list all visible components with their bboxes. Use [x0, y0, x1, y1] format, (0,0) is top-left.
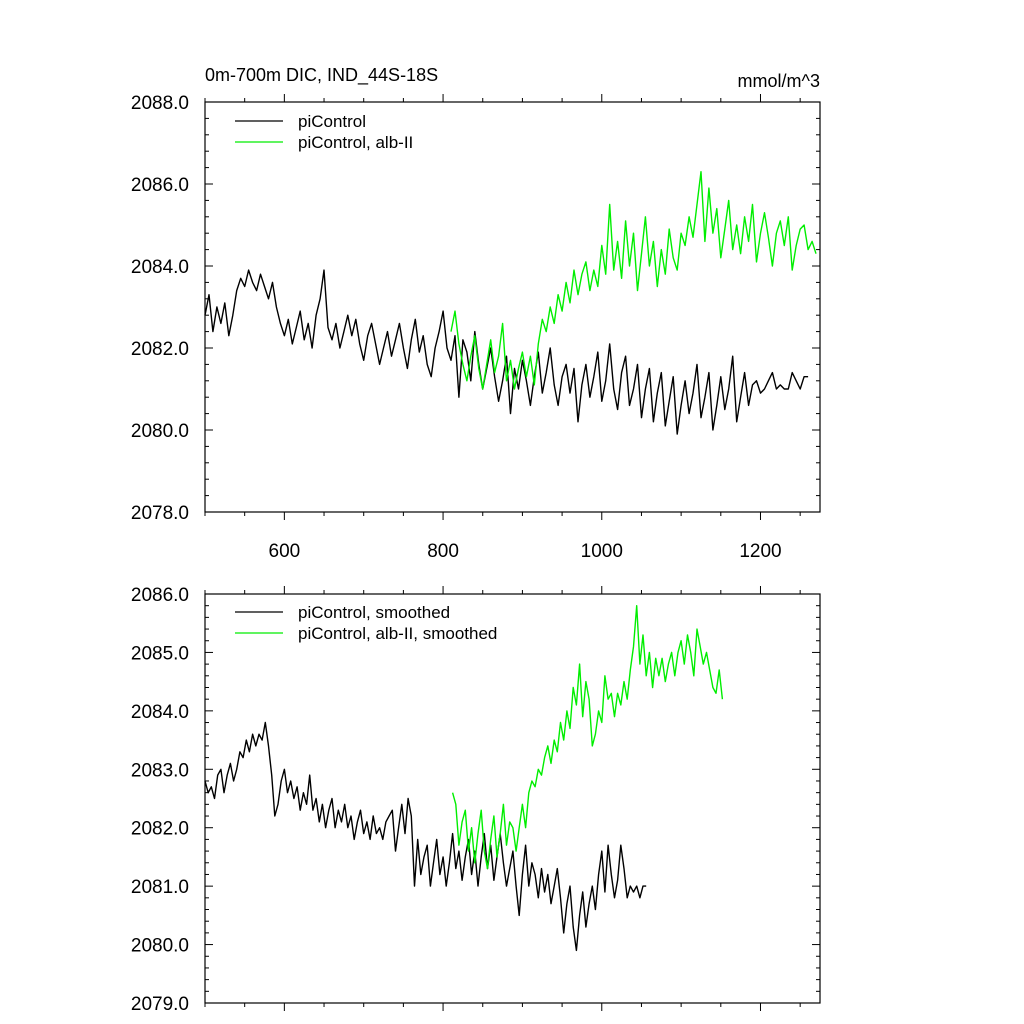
top-xtick-label: 600	[269, 541, 301, 562]
bottom-ytick-label: 2086.0	[131, 585, 189, 606]
bottom-ytick-label: 2084.0	[131, 702, 189, 723]
top-axis-ticks: 2078.0 2080.0 2082.0 2084.0 2086.0 2088.0 600 8…	[131, 93, 820, 562]
top-ytick-label: 2082.0	[131, 339, 189, 360]
top-plot-frame	[204, 101, 821, 513]
top-xtick-label: 1200	[739, 541, 781, 562]
bottom-axis-ticks: 2079.0 2080.0 2081.0 2082.0 2083.0 2084.0 2085…	[131, 585, 820, 1015]
top-panel: 0m-700m DIC, IND_44S-18S mmol/m^3 2078.0…	[131, 65, 821, 562]
top-ytick-label: 2084.0	[131, 257, 189, 278]
bottom-series-line-1	[451, 605, 724, 870]
bottom-ytick-label: 2079.0	[131, 994, 189, 1015]
top-ytick-label: 2080.0	[131, 421, 189, 442]
bottom-legend: piControl, smoothed piControl, alb-II, s…	[235, 603, 497, 643]
bottom-ytick-label: 2081.0	[131, 877, 189, 898]
top-ytick-label: 2088.0	[131, 93, 189, 114]
bottom-panel: 2079.0 2080.0 2081.0 2082.0 2083.0 2084.0 2085…	[131, 585, 821, 1015]
top-legend: piControl piControl, alb-II	[235, 112, 413, 152]
bottom-ytick-label: 2083.0	[131, 760, 189, 781]
legend-label-picontrol-alb: piControl, alb-II	[298, 133, 413, 152]
bottom-ytick-label: 2082.0	[131, 819, 189, 840]
legend-label-picontrol-alb-smoothed: piControl, alb-II, smoothed	[298, 624, 497, 643]
top-series-line-0	[204, 269, 809, 435]
top-ytick-label: 2078.0	[131, 503, 189, 524]
legend-label-picontrol: piControl	[298, 112, 366, 131]
bottom-series-group	[204, 605, 724, 952]
bottom-ytick-label: 2085.0	[131, 643, 189, 664]
bottom-ytick-label: 2080.0	[131, 936, 189, 957]
bottom-series-line-0	[204, 721, 647, 952]
top-xtick-label: 1000	[581, 541, 623, 562]
top-units-label: mmol/m^3	[738, 71, 820, 91]
top-xtick-label: 800	[427, 541, 459, 562]
legend-label-picontrol-smoothed: piControl, smoothed	[298, 603, 450, 622]
top-series-group	[204, 170, 817, 435]
top-series-line-1	[450, 170, 817, 390]
top-title-left: 0m-700m DIC, IND_44S-18S	[205, 65, 438, 86]
top-ytick-label: 2086.0	[131, 175, 189, 196]
bottom-plot-frame	[204, 593, 821, 1004]
